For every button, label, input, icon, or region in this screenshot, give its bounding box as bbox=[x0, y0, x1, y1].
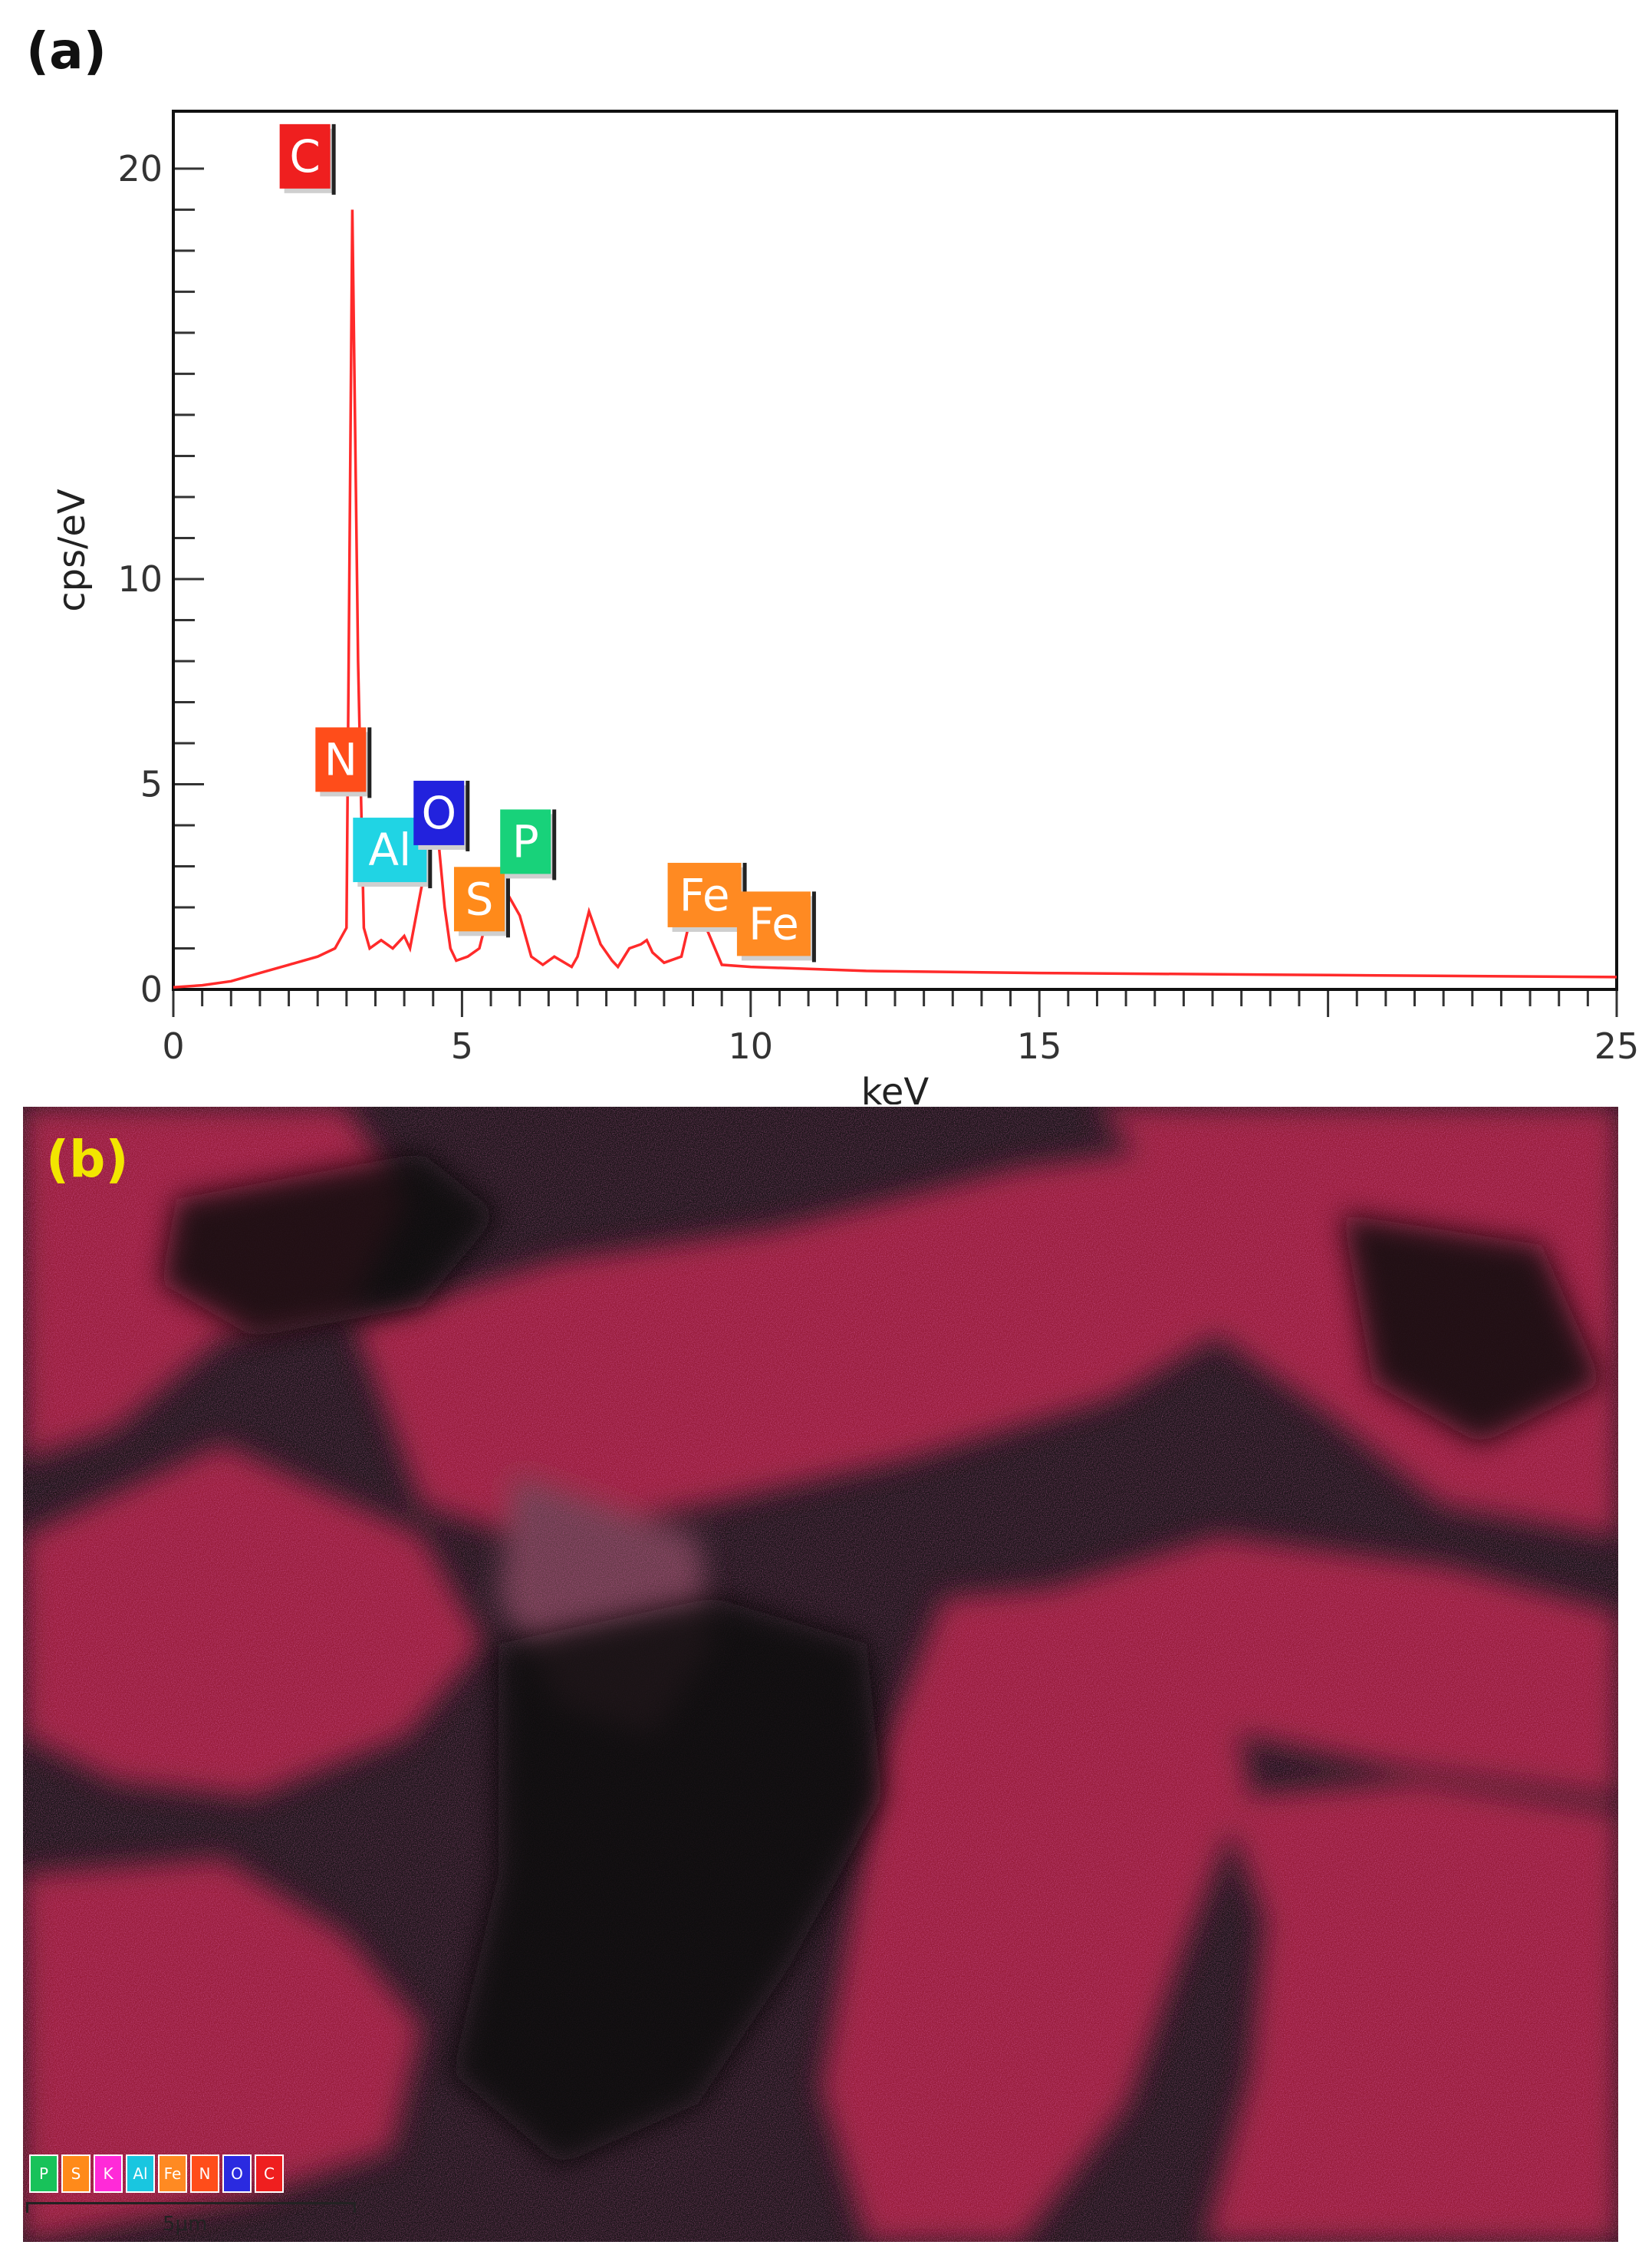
legend-chip-k: K bbox=[94, 2154, 123, 2193]
peak-label-s: S bbox=[453, 867, 510, 938]
x-tick-label: 10 bbox=[729, 1025, 774, 1067]
legend-chip-n: N bbox=[190, 2154, 219, 2193]
y-minor-ticks bbox=[173, 167, 204, 991]
x-minor-ticks bbox=[172, 989, 1618, 1017]
scalebar-area: 5μm bbox=[23, 2196, 1618, 2268]
x-tick-label: 5 bbox=[451, 1025, 473, 1067]
svg-text:P: P bbox=[512, 815, 539, 867]
legend-chip-o: O bbox=[222, 2154, 252, 2193]
panel-b-label: (b) bbox=[46, 1130, 129, 1189]
legend-chip-c: C bbox=[255, 2154, 284, 2193]
eds-map-texture bbox=[23, 1107, 1618, 2242]
peak-label-n: N bbox=[315, 727, 372, 798]
plot-frame bbox=[172, 110, 1618, 991]
x-tick-label: 15 bbox=[1017, 1025, 1062, 1067]
panel-a-label: (a) bbox=[26, 21, 107, 81]
scalebar bbox=[26, 2202, 356, 2213]
svg-text:Fe: Fe bbox=[680, 869, 730, 921]
peak-label-o: O bbox=[413, 780, 470, 851]
svg-text:N: N bbox=[324, 733, 357, 785]
peak-label-c: C bbox=[279, 123, 336, 195]
svg-text:Fe: Fe bbox=[749, 897, 799, 950]
y-tick-label: 20 bbox=[117, 148, 163, 189]
y-tick-label: 0 bbox=[140, 969, 163, 1010]
scalebar-label: 5μm bbox=[163, 2213, 208, 2236]
y-tick-label: 10 bbox=[117, 558, 163, 600]
peak-label-fe: Fe bbox=[736, 891, 816, 963]
legend-chip-fe: Fe bbox=[158, 2154, 187, 2193]
y-axis-label: cps/eV bbox=[51, 489, 94, 612]
peak-label-fe: Fe bbox=[667, 862, 747, 933]
svg-text:Al: Al bbox=[368, 824, 411, 876]
legend-chip-s: S bbox=[61, 2154, 90, 2193]
elemental-map-image: (b) P S K Al Fe N O C bbox=[23, 1107, 1618, 2242]
svg-text:O: O bbox=[421, 787, 456, 839]
x-tick-label: 25 bbox=[1594, 1025, 1640, 1067]
svg-text:S: S bbox=[466, 873, 494, 925]
legend-chip-p: P bbox=[29, 2154, 58, 2193]
x-tick-label: 0 bbox=[162, 1025, 184, 1067]
peak-label-p: P bbox=[500, 809, 557, 881]
legend-chip-al: Al bbox=[126, 2154, 155, 2193]
y-tick-label: 5 bbox=[140, 763, 163, 805]
x-axis-label: keV bbox=[861, 1071, 930, 1104]
svg-text:C: C bbox=[289, 130, 321, 183]
element-legend: P S K Al Fe N O C bbox=[29, 2154, 284, 2193]
